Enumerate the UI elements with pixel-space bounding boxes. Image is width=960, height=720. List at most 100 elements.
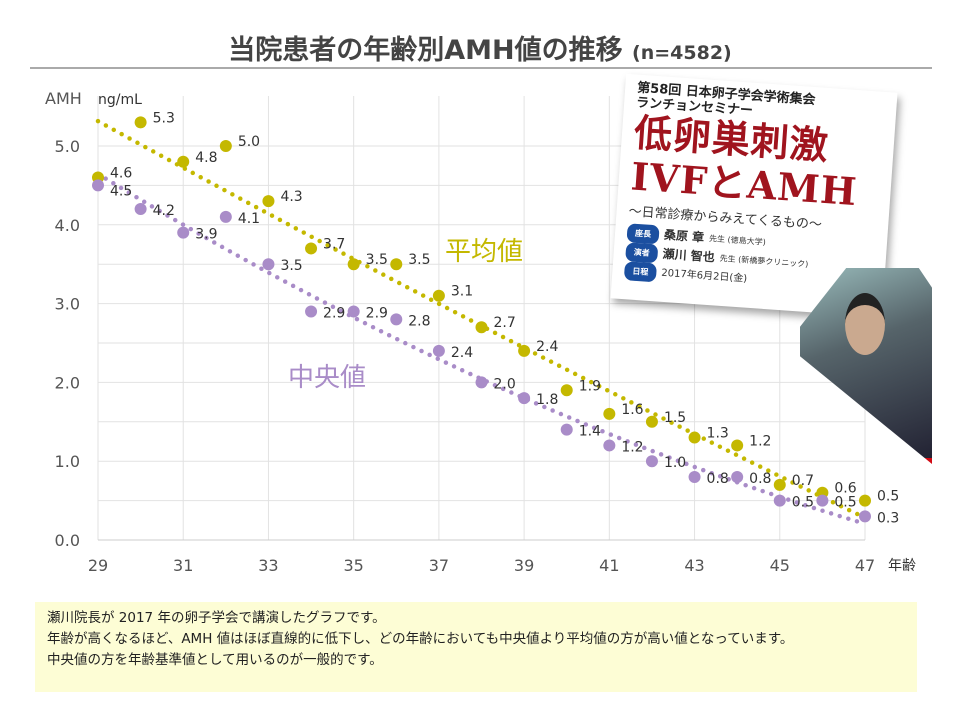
data-label-median: 1.2: [621, 439, 643, 455]
data-label-mean: 2.7: [494, 315, 516, 331]
data-point-median: [262, 258, 275, 271]
title-divider: [30, 67, 932, 69]
explanation-note: 瀬川院長が 2017 年の卵子学会で講演したグラフです。 年齢が高くなるほど、A…: [35, 602, 917, 692]
data-label-median: 2.4: [451, 345, 473, 361]
data-label-mean: 0.7: [792, 473, 814, 489]
x-tick-label: 47: [855, 556, 875, 575]
data-point-median: [773, 494, 786, 507]
x-tick-label: 33: [258, 556, 278, 575]
data-point-median: [816, 494, 829, 507]
data-label-mean: 1.9: [579, 378, 601, 394]
data-label-median: 0.5: [834, 495, 856, 511]
x-tick-label: 35: [343, 556, 363, 575]
y-axis-unit: ng/mL: [98, 92, 142, 108]
data-label-median: 2.9: [323, 305, 345, 321]
legend-median: 中央値: [288, 363, 366, 393]
y-tick-label: 5.0: [55, 137, 80, 156]
x-tick-label: 43: [684, 556, 704, 575]
data-label-median: 2.0: [494, 376, 516, 392]
note-line: 中央値の方を年齢基準値として用いるのが一般的です。: [47, 652, 383, 668]
y-tick-label: 1.0: [55, 452, 80, 471]
data-label-mean: 1.3: [707, 426, 729, 442]
data-label-mean: 2.4: [536, 339, 558, 355]
data-label-mean: 3.7: [323, 236, 345, 252]
data-label-median: 0.8: [707, 471, 729, 487]
data-point-median: [219, 210, 232, 223]
data-point-mean: [390, 258, 403, 271]
data-label-mean: 4.3: [280, 189, 302, 205]
data-label-mean: 5.0: [238, 134, 260, 150]
data-point-mean: [603, 407, 616, 420]
data-label-mean: 1.5: [664, 410, 686, 426]
data-point-mean: [432, 289, 445, 302]
data-label-mean: 5.3: [153, 110, 175, 126]
data-label-mean: 0.6: [834, 481, 856, 497]
data-label-median: 1.8: [536, 392, 558, 408]
flyer-tag: 日程: [623, 261, 658, 283]
data-point-mean: [773, 478, 786, 491]
sample-size: (n=4582): [632, 42, 732, 64]
data-point-median: [390, 313, 403, 326]
y-axis-label: AMH: [45, 89, 82, 108]
trendline-mean: [95, 118, 868, 521]
data-point-mean: [347, 258, 360, 271]
title-text: 当院患者の年齢別AMH値の推移: [228, 35, 623, 66]
x-axis-label: 年齢: [888, 558, 916, 574]
data-point-mean: [177, 155, 190, 168]
data-label-median: 3.5: [280, 258, 302, 274]
data-point-mean: [645, 415, 658, 428]
data-label-mean: 1.2: [749, 433, 771, 449]
note-line: 年齢が高くなるほど、AMH 値はほぼ直線的に低下し、どの年齢においても中央値より…: [47, 631, 794, 647]
data-label-mean: 3.5: [366, 252, 388, 268]
data-point-mean: [518, 344, 531, 357]
data-point-median: [731, 470, 744, 483]
y-tick-label: 2.0: [55, 373, 80, 392]
data-point-mean: [219, 140, 232, 152]
amh-chart: 4.6 5.3 4.8 5.0 4.3 3.7 3.5 3.5 3.1 2.7 2.4 1.9 1.6 1…: [45, 89, 916, 575]
data-point-median: [177, 226, 190, 239]
data-label-median: 2.8: [408, 313, 430, 329]
x-tick-label: 41: [599, 556, 619, 575]
data-point-mean: [859, 494, 871, 507]
data-label-median: 4.1: [238, 211, 260, 227]
data-point-mean: [475, 321, 488, 334]
flyer-date: 2017年6月2日(金): [660, 267, 748, 285]
data-point-mean: [731, 439, 744, 452]
data-point-median: [305, 305, 318, 318]
speaker-head: [845, 293, 885, 355]
data-point-median: [518, 392, 531, 405]
data-label-median: 2.9: [366, 305, 388, 321]
y-tick-label: 4.0: [55, 216, 80, 235]
data-label-median: 0.8: [749, 471, 771, 487]
y-tick-label: 0.0: [55, 531, 80, 550]
data-point-median: [134, 203, 147, 216]
data-point-median: [645, 455, 658, 468]
y-tick-label: 3.0: [55, 295, 80, 314]
data-point-median: [347, 305, 360, 318]
x-tick-label: 31: [173, 556, 193, 575]
legend-mean: 平均値: [445, 237, 523, 267]
data-point-mean: [688, 431, 701, 444]
data-point-mean: [134, 116, 147, 129]
data-label-mean: 4.6: [110, 166, 132, 182]
data-point-median: [92, 179, 104, 192]
flyer-tag: 演者: [625, 242, 659, 264]
data-label-median: 0.3: [877, 510, 899, 526]
flyer-tag: 座長: [626, 223, 660, 245]
flyer-name: 桑原 章: [663, 227, 705, 245]
data-label-median: 1.0: [664, 455, 686, 471]
x-tick-label: 39: [514, 556, 534, 575]
data-point-mean: [262, 195, 275, 208]
x-tick-label: 29: [88, 556, 108, 575]
data-label-mean: 1.6: [621, 402, 643, 418]
flyer-name: 瀬川 智也: [662, 246, 716, 265]
data-label-median: 0.5: [792, 495, 814, 511]
slide-title: 当院患者の年齢別AMH値の推移 (n=4582): [0, 28, 960, 67]
x-tick-label: 37: [429, 556, 449, 575]
data-label-mean: 3.1: [451, 284, 473, 300]
data-point-mean: [305, 242, 318, 255]
data-point-median: [475, 376, 488, 389]
data-point-median: [432, 344, 445, 357]
data-point-median: [560, 423, 573, 436]
data-point-mean: [560, 384, 573, 397]
